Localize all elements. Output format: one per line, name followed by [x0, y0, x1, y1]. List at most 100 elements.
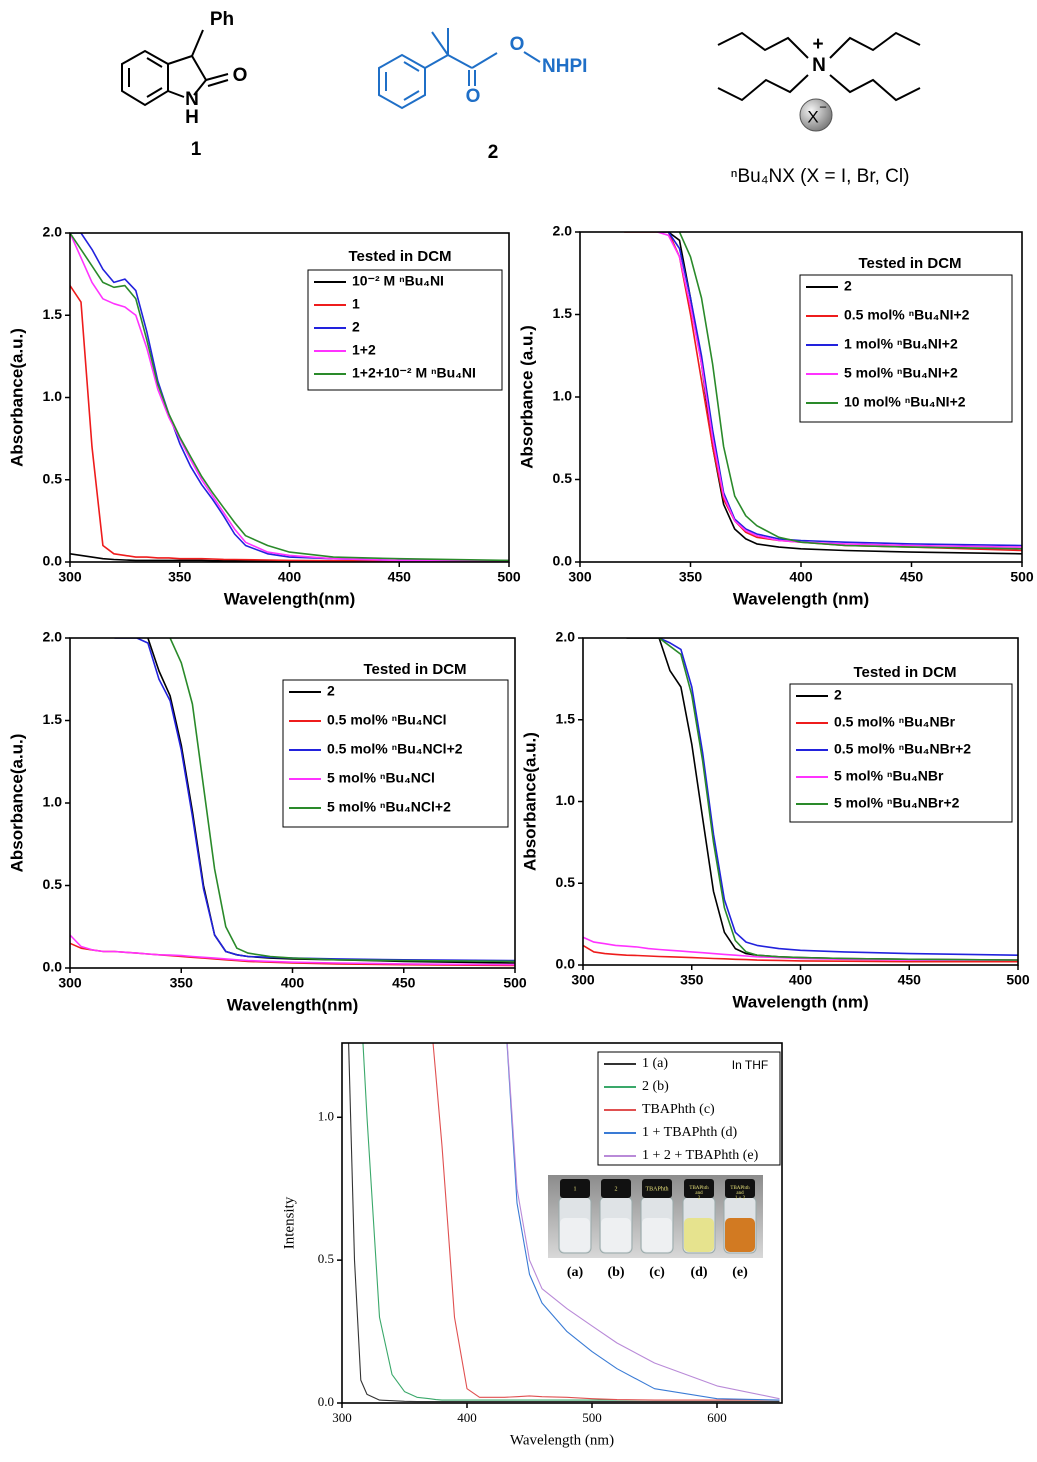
anion-label: X	[807, 107, 818, 126]
x-tick-label: 300	[568, 569, 592, 585]
bond	[146, 87, 163, 98]
vial-caption: (a)	[567, 1265, 584, 1280]
vial-cap	[601, 1179, 631, 1198]
vial-text: 1 + 2	[735, 1196, 746, 1201]
y-tick-label: 1.0	[553, 388, 573, 404]
y-tick-label: 1.0	[556, 792, 576, 808]
y-axis-title: Absorbance(a.u.)	[7, 328, 26, 467]
plot-frame	[341, 1042, 783, 1404]
vial-text: TBAPhth	[689, 1186, 709, 1191]
bond	[146, 57, 163, 68]
x-tick-label: 500	[582, 1410, 602, 1425]
bond	[167, 54, 208, 96]
x-tick-label: 400	[281, 975, 305, 991]
legend-title: In THF	[732, 1058, 768, 1072]
legend-label: 1+2+10⁻² M ⁿBu₄NI	[352, 365, 476, 381]
legend-label: 0.5 mol% ⁿBu₄NCl+2	[327, 741, 463, 757]
x-tick-label: 350	[680, 972, 704, 988]
butyl-chain	[829, 31, 921, 59]
y-tick-label: 0.0	[553, 553, 573, 569]
y-tick-label: 0.0	[43, 959, 63, 975]
legend-label: 2	[327, 683, 335, 699]
vial-liquid	[725, 1218, 755, 1252]
data-line	[70, 233, 509, 562]
y-tick-label: 1.0	[318, 1108, 334, 1123]
compound-number: 1	[191, 139, 202, 160]
data-line	[583, 944, 1018, 963]
legend-label: 0.5 mol% ⁿBu₄NBr+2	[834, 741, 971, 757]
legend-label: 5 mol% ⁿBu₄NBr+2	[834, 795, 960, 811]
vial-cap	[725, 1179, 755, 1198]
atom-label: H	[185, 107, 199, 128]
data-line	[678, 232, 1022, 550]
atom-label: O	[233, 65, 248, 86]
legend-title: Tested in DCM	[348, 248, 451, 265]
legend-label: 1 + 2 + TBAPhth (e)	[642, 1148, 759, 1163]
bond	[403, 61, 420, 72]
y-tick-label: 0.5	[556, 874, 576, 890]
bond	[523, 51, 541, 63]
atom-label: N	[812, 55, 826, 76]
x-tick-label: 350	[170, 975, 194, 991]
legend-box	[597, 1051, 781, 1166]
x-tick-label: 400	[278, 569, 302, 585]
y-tick-label: 2.0	[556, 629, 576, 645]
bond	[167, 90, 185, 98]
x-tick-label: 300	[571, 972, 595, 988]
bond	[431, 31, 449, 56]
x-tick-label: 450	[388, 569, 412, 585]
y-tick-label: 2.0	[553, 223, 573, 239]
legend-label: 5 mol% ⁿBu₄NI+2	[844, 365, 958, 381]
data-line	[70, 285, 509, 562]
data-line	[362, 1043, 780, 1401]
legend-box	[789, 683, 1013, 823]
vial-text: TBAPhth	[730, 1186, 750, 1191]
legend-label: TBAPhth (c)	[642, 1102, 715, 1117]
data-line	[70, 233, 509, 562]
legend-label: 0.5 mol% ⁿBu₄NBr	[834, 714, 956, 730]
data-line	[658, 638, 1018, 956]
vial-caption: (d)	[690, 1265, 707, 1280]
legend-label: 0.5 mol% ⁿBu₄NI+2	[844, 307, 970, 323]
legend-label: 1+2	[352, 342, 376, 358]
vial-text: and	[695, 1191, 703, 1196]
legend-title: Tested in DCM	[853, 664, 956, 681]
anion-ball	[799, 98, 833, 132]
vial-caption: (c)	[649, 1265, 665, 1280]
y-axis-title: Absorbance (a.u.)	[517, 325, 536, 469]
vial-caption: (b)	[607, 1265, 624, 1280]
data-line	[432, 1043, 780, 1401]
x-axis-title: Wavelength (nm)	[510, 1432, 614, 1448]
vial-cap	[684, 1179, 714, 1198]
y-tick-label: 0.5	[553, 470, 573, 486]
bond	[471, 52, 498, 69]
y-tick-label: 2.0	[43, 629, 63, 645]
charge: +	[812, 34, 823, 55]
legend-label: 2	[352, 319, 360, 335]
vial-liquid	[560, 1218, 590, 1252]
data-line	[169, 638, 515, 963]
x-tick-label: 450	[900, 569, 924, 585]
legend-label: 5 mol% ⁿBu₄NCl	[327, 770, 435, 786]
y-tick-label: 1.5	[553, 305, 573, 321]
y-axis-title: Absorbance(a.u.)	[520, 732, 539, 871]
atom-label: Ph	[210, 9, 234, 30]
x-tick-label: 300	[332, 1410, 352, 1425]
data-line	[583, 936, 1018, 961]
x-axis-title: Wavelength(nm)	[224, 589, 356, 608]
legend-label: 2	[834, 687, 842, 703]
bond	[447, 54, 473, 69]
legend-label: 0.5 mol% ⁿBu₄NCl	[327, 712, 447, 728]
bond	[207, 79, 229, 87]
y-axis-title: Intensity	[281, 1196, 297, 1249]
vial-liquid	[642, 1218, 672, 1252]
y-tick-label: 0.5	[43, 876, 63, 892]
y-tick-label: 1.5	[43, 306, 63, 322]
vial-text: TBAPhth	[645, 1186, 668, 1192]
y-tick-label: 0.5	[43, 470, 63, 486]
compound-2	[378, 28, 541, 110]
x-tick-label: 500	[1006, 972, 1030, 988]
benzene-ring	[378, 53, 426, 110]
legend-label: 2	[844, 278, 852, 294]
